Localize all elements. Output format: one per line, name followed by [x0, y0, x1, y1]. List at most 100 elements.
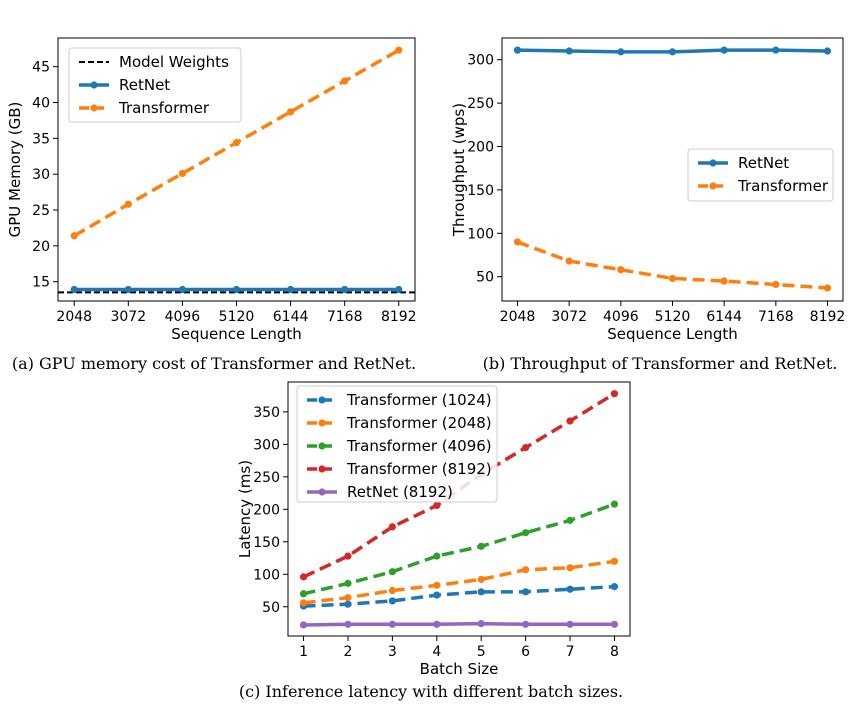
chart-b: 50 100 150 200 250 300 2048 3072 4096 5120 6144 716… — [450, 37, 846, 373]
data-point — [433, 581, 441, 589]
legend: RetNet Transformer — [687, 148, 834, 202]
legend-label: Transformer (4096) — [346, 437, 492, 455]
legend-marker — [90, 104, 98, 112]
data-point — [566, 620, 574, 628]
data-point — [477, 575, 485, 584]
data-point — [395, 46, 403, 54]
legend: Transformer (1024) Transformer (2048) Tran… — [296, 385, 498, 503]
x-tick-label: 5 — [477, 644, 486, 660]
legend-label: Transformer (2048) — [346, 414, 492, 432]
x-axis-label: Batch Size — [420, 660, 499, 678]
data-point — [232, 285, 241, 294]
data-point — [388, 597, 396, 605]
data-point — [433, 501, 441, 510]
y-tick-label: 50 — [262, 600, 280, 616]
data-point — [341, 77, 349, 85]
data-point — [178, 285, 187, 294]
y-tick-label: 20 — [32, 239, 50, 255]
data-point — [344, 552, 352, 560]
y-tick-label: 15 — [32, 275, 50, 291]
data-point — [124, 200, 132, 208]
data-point — [610, 557, 619, 565]
figure-caption: (a) GPU memory cost of Transformer and R… — [12, 354, 416, 373]
x-tick-label: 8192 — [810, 309, 846, 325]
data-point — [522, 444, 530, 452]
x-tick-label: 3 — [388, 644, 397, 660]
series-line-0 — [303, 584, 615, 608]
x-tick-label: 2048 — [56, 309, 92, 325]
legend-marker — [318, 419, 326, 427]
data-point — [286, 285, 295, 294]
data-point — [299, 573, 308, 581]
legend-marker — [90, 81, 98, 89]
data-point — [433, 620, 441, 628]
x-tick-label: 7 — [566, 644, 575, 660]
data-point — [522, 588, 530, 596]
data-point — [344, 600, 352, 608]
data-point — [610, 500, 619, 508]
data-point — [513, 238, 522, 246]
data-point — [565, 47, 573, 55]
y-tick-label: 200 — [253, 502, 280, 518]
data-point — [720, 46, 728, 54]
legend-label: Transformer (1024) — [346, 391, 492, 409]
y-tick-label: 25 — [32, 203, 50, 219]
y-tick-label: 50 — [476, 270, 494, 286]
x-tick-label: 5120 — [219, 309, 255, 325]
legend-box — [296, 385, 498, 503]
chart-a: 15 20 25 30 35 40 45 2048 3072 4096 5120 6144 7168 81… — [6, 37, 417, 373]
y-tick-label: 250 — [253, 470, 280, 486]
data-point — [299, 621, 308, 629]
x-tick-label: 6144 — [273, 309, 309, 325]
legend-marker — [318, 396, 326, 404]
data-point — [668, 274, 677, 283]
data-point — [617, 266, 625, 274]
data-point — [522, 566, 530, 574]
legend-label: Transformer (8192) — [346, 460, 492, 478]
x-tick-label: 8192 — [381, 309, 417, 325]
data-point — [299, 590, 308, 598]
y-tick-label: 45 — [32, 60, 50, 76]
data-point — [668, 48, 677, 56]
legend-marker — [318, 465, 326, 473]
data-point — [388, 568, 396, 576]
data-point — [341, 285, 349, 294]
data-point — [610, 390, 619, 398]
data-point — [720, 277, 728, 285]
data-point — [477, 588, 485, 596]
data-point — [388, 620, 396, 628]
data-point — [565, 257, 573, 265]
data-point — [610, 583, 619, 591]
data-point — [433, 591, 441, 599]
x-tick-label: 4096 — [603, 309, 639, 325]
data-point — [823, 284, 832, 292]
x-tick-label: 5120 — [655, 309, 691, 325]
y-tick-label: 300 — [467, 53, 494, 69]
data-point — [299, 599, 308, 607]
figure-caption: (b) Throughput of Transformer and RetNet… — [483, 354, 838, 373]
y-axis-label: Throughput (wps) — [450, 103, 468, 237]
data-point — [388, 586, 396, 595]
figure-caption: (c) Inference latency with different bat… — [239, 682, 623, 701]
data-point — [566, 564, 574, 572]
data-point — [522, 529, 530, 537]
x-tick-label: 7168 — [327, 309, 363, 325]
data-point — [617, 48, 625, 56]
legend-label: Transformer — [118, 99, 210, 117]
x-tick-label: 3072 — [110, 309, 146, 325]
data-point — [344, 620, 352, 628]
data-point — [433, 552, 441, 560]
y-tick-label: 250 — [467, 96, 494, 112]
data-point — [566, 516, 574, 524]
y-tick-label: 150 — [467, 183, 494, 199]
x-tick-label: 4 — [432, 644, 441, 660]
y-tick-label: 200 — [467, 139, 494, 155]
data-point — [388, 523, 396, 531]
legend-marker — [709, 182, 717, 190]
data-point — [232, 139, 241, 147]
legend-marker — [318, 442, 326, 450]
legend-marker — [318, 488, 326, 496]
legend-label: Transformer — [737, 177, 829, 195]
data-point — [70, 285, 78, 294]
